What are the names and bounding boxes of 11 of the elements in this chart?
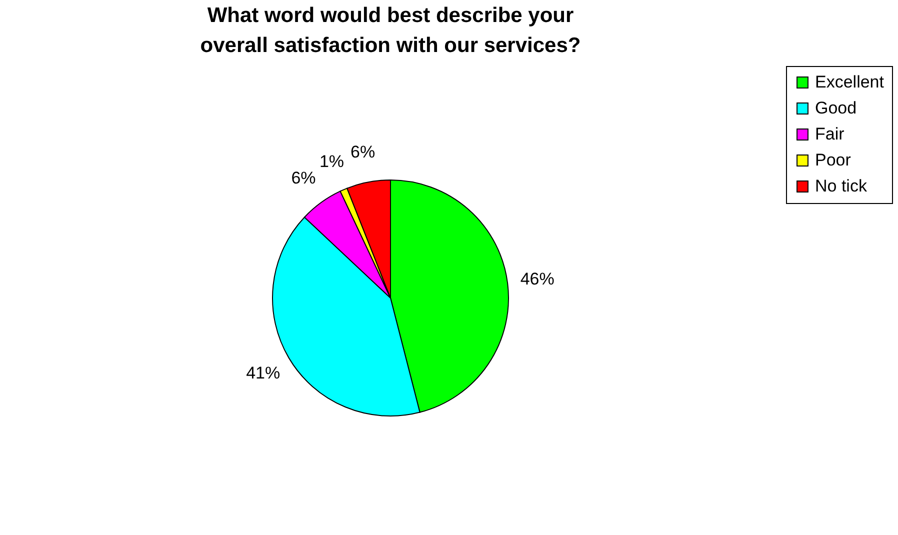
legend-label: Excellent — [815, 72, 884, 92]
legend-label: Poor — [815, 150, 852, 170]
data-label: 6% — [291, 168, 316, 188]
data-label: 41% — [246, 363, 280, 382]
legend-label: No tick — [815, 176, 868, 196]
data-label: 1% — [319, 152, 344, 172]
data-label: 46% — [520, 269, 554, 288]
chart-title: What word would best describe your overall satisfaction with our services? — [200, 4, 581, 57]
legend-label: Good — [815, 98, 857, 118]
data-label: 6% — [350, 142, 376, 162]
legend-label: Fair — [815, 124, 845, 144]
